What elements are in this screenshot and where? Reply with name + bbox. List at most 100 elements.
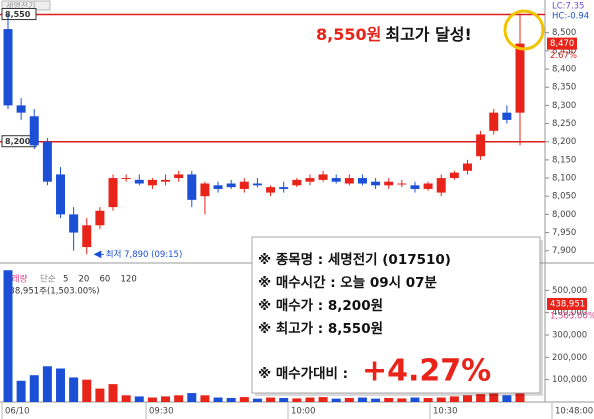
candle-body (397, 183, 407, 185)
volume-bar (239, 397, 249, 402)
info-box: ※ 종목명 : 세명전기 (017510) ※ 매수시간 : 오늘 09시 07… (251, 236, 543, 396)
volume-last-label: 438,951 (550, 299, 585, 309)
candle-body (239, 181, 249, 189)
annotation-value: 8,550원 (316, 25, 381, 44)
candle-body (42, 141, 52, 182)
volume-bar (371, 398, 381, 402)
info-row: ※ 매수시간 : 오늘 09시 07분 (258, 274, 438, 291)
candle-body (489, 112, 499, 131)
volume-ratio: 1,503.00% (550, 311, 594, 321)
info-row: ※ 매수가 : 8,200원 (258, 298, 383, 314)
ma-label: 단순 (40, 274, 56, 285)
y-tick-label: 8,400 (552, 65, 576, 75)
volume-bar (147, 397, 157, 402)
x-tick-label: 10:48:00 (555, 407, 593, 417)
volume-bar (449, 396, 459, 402)
y-tick-label: 8,200 (552, 137, 576, 147)
low-arrow (93, 250, 104, 259)
volume-bar (213, 397, 223, 402)
volume-bar (252, 398, 262, 402)
candle-body (331, 178, 341, 182)
volume-tick-label: 500,000 (552, 286, 587, 296)
candle-body (357, 178, 367, 184)
reference-label: 8,200 (5, 137, 31, 146)
volume-bar (318, 397, 328, 402)
y-tick-label: 8,000 (552, 210, 576, 220)
candle-body (121, 178, 131, 180)
volume-bar (56, 368, 66, 402)
reference-label: 8,550 (5, 10, 31, 19)
annotation-text: 최고가 달성! (385, 25, 471, 44)
volume-bar (489, 393, 499, 402)
candle-body (3, 29, 13, 106)
candle-body (279, 187, 289, 189)
volume-last-box (547, 297, 587, 310)
info-row: ※ 종목명 : 세명전기 (017510) (258, 251, 451, 268)
volume-bar (266, 397, 276, 402)
volume-bar (292, 398, 302, 402)
volume-bar (187, 393, 197, 402)
volume-bar (357, 397, 367, 402)
ma-period: 60 (100, 275, 111, 285)
y-tick-label: 8,450 (552, 46, 576, 56)
y-tick-label: 7,900 (552, 246, 576, 256)
candle-body (266, 187, 276, 193)
volume-bar (436, 397, 446, 402)
candle-body (371, 181, 381, 186)
candle-body (292, 179, 302, 186)
candle-body (82, 225, 92, 248)
low-note: 최저 7,890 (09:15) (106, 249, 183, 260)
info-panel (251, 236, 541, 394)
chart-title: 세명전기 (6, 1, 35, 11)
volume-bar (410, 397, 420, 402)
highlight-circle (503, 9, 545, 51)
volume-bar (476, 394, 486, 402)
volume-bar (226, 397, 236, 402)
candle-body (449, 172, 459, 179)
volume-bar (174, 395, 184, 402)
volume-bar (397, 398, 407, 402)
volume-bar (423, 397, 433, 402)
volume-bar (95, 388, 105, 402)
volume-bar (121, 395, 131, 402)
y-tick-label: 8,350 (552, 83, 576, 93)
candle-body (187, 174, 197, 200)
volume-bar (16, 380, 26, 402)
last-price-box (547, 37, 577, 50)
volume-bar (462, 395, 472, 402)
y-tick-label: 7,950 (552, 228, 576, 238)
volume-tick-label: 300,000 (552, 331, 587, 341)
candle-body (305, 178, 315, 182)
x-tick-label: 10:30 (433, 407, 458, 417)
candle-body (344, 178, 354, 184)
candle-body (56, 174, 66, 215)
ma-period: 5 (63, 275, 68, 285)
candle-body (423, 183, 433, 189)
candle-body (384, 181, 394, 186)
candle-body (252, 183, 262, 186)
candle-body (515, 43, 525, 113)
volume-bar (134, 396, 144, 402)
candle-body (174, 174, 184, 179)
candle-body (226, 183, 236, 188)
candle-body (95, 210, 105, 226)
volume-bar (344, 397, 354, 402)
x-tick-label: 09:30 (149, 407, 174, 417)
volume-bar (82, 379, 92, 402)
info-row: ※ 최고가 : 8,550원 (258, 321, 383, 337)
y-tick-label: 8,100 (552, 174, 576, 184)
hc-label: HC:-0.94 (552, 12, 589, 22)
info-highlight-label: ※ 매수가대비 : (258, 366, 348, 382)
y-tick-label: 8,300 (552, 101, 576, 111)
volume-bar (69, 377, 79, 402)
candle-body (69, 214, 79, 233)
candle-body (436, 178, 446, 193)
volume-bar (29, 375, 39, 402)
volume-tick-label: 200,000 (552, 353, 587, 363)
volume-tick-label: 100,000 (552, 375, 587, 385)
volume-bar (515, 393, 525, 402)
candle-body (200, 183, 210, 197)
volume-summary: 438,951주(1,503.00%) (4, 287, 100, 297)
candle-body (134, 179, 144, 184)
